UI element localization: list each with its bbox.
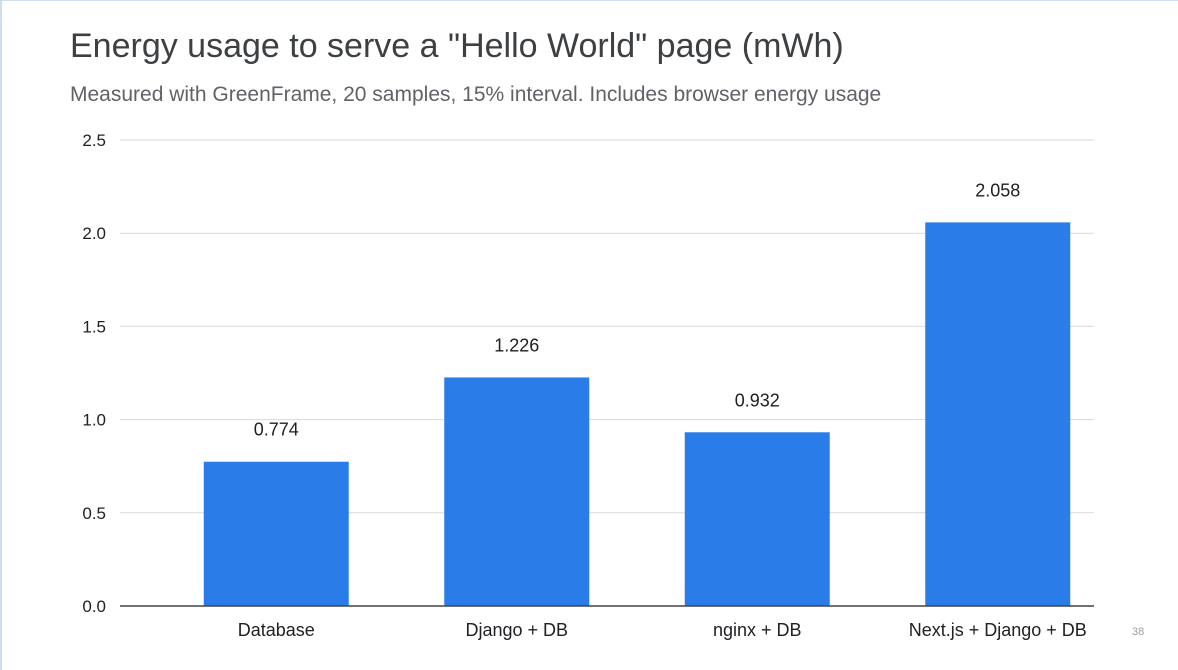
y-tick-label: 2.5 [82, 131, 106, 150]
y-tick-label: 1.0 [82, 411, 106, 430]
category-label: nginx + DB [713, 620, 802, 640]
chart-subtitle: Measured with GreenFrame, 20 samples, 15… [70, 83, 882, 106]
data-label: 0.932 [735, 390, 780, 410]
bar [684, 432, 830, 606]
category-label: Django + DB [465, 620, 568, 640]
page-number: 38 [1132, 626, 1145, 638]
data-label: 0.774 [254, 420, 299, 440]
bar [203, 461, 349, 606]
y-tick-label: 0.5 [82, 504, 106, 523]
data-label: 1.226 [494, 335, 539, 355]
y-tick-label: 1.5 [82, 317, 106, 336]
bars [203, 222, 1071, 606]
x-axis-categories: Database Django + DB nginx + DB Next.js + D… [238, 620, 1087, 640]
y-tick-label: 2.0 [82, 224, 106, 243]
data-label: 2.058 [975, 180, 1020, 200]
y-tick-label: 0.0 [82, 597, 106, 616]
bar [444, 377, 590, 606]
data-labels: 0.774 1.226 0.932 2.058 [254, 180, 1021, 439]
y-axis-ticks: 0.0 0.5 1.0 1.5 2.0 2.5 [82, 131, 106, 616]
bar [925, 222, 1071, 606]
chart-title: Energy usage to serve a "Hello World" pa… [70, 27, 844, 65]
category-label: Database [238, 620, 315, 640]
category-label: Next.js + Django + DB [909, 620, 1087, 640]
